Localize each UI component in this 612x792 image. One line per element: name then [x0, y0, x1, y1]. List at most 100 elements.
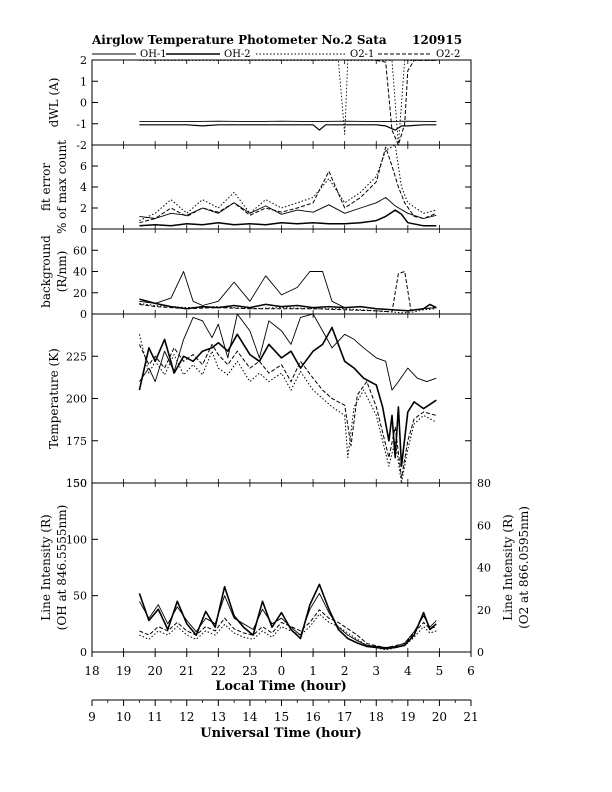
- y2-tick-label: 20: [477, 604, 491, 617]
- y-tick-label: 0: [80, 646, 87, 659]
- y-tick-label: 0: [80, 308, 87, 321]
- series-line-o2-2: [138, 343, 437, 479]
- ut-tick-label: 13: [211, 710, 226, 724]
- ut-tick-label: 18: [369, 710, 384, 724]
- y-tick-label: 150: [66, 477, 87, 490]
- legend-label-oh-2: OH-2: [224, 49, 251, 60]
- panel-frame: [91, 482, 472, 653]
- series-line-oh-2: [139, 197, 437, 219]
- panel-3: 0 20 40 60 background (R/nm): [39, 228, 472, 321]
- ut-tick-label: 17: [337, 710, 352, 724]
- series-line-oh-1: [139, 124, 437, 131]
- local-time-tick-label: 23: [242, 664, 257, 678]
- local-time-tick-label: 2: [341, 664, 349, 678]
- ut-tick-label: 9: [88, 710, 96, 724]
- y-axis-label: background: [39, 235, 53, 308]
- ut-tick-label: 14: [242, 710, 258, 724]
- y2-tick-label: 60: [477, 519, 491, 532]
- y-tick-label: 1: [80, 75, 87, 88]
- y2-tick-label: 0: [477, 646, 484, 659]
- panel-2: 0 2 4 6 fit error% of max count: [39, 140, 472, 236]
- legend: OH-1 OH-2 O2-1 O2-2: [92, 49, 460, 60]
- local-time-tick-label: 5: [436, 664, 444, 678]
- y-tick-label: 200: [66, 393, 87, 406]
- ut-tick-label: 20: [432, 710, 447, 724]
- series-line-oh-2: [139, 271, 437, 312]
- y-tick-label: 40: [73, 266, 87, 279]
- y-tick-label: 0: [80, 223, 87, 236]
- figure-title: Airglow Temperature Photometer No.2 Sata: [91, 33, 387, 47]
- local-time-tick-label: 19: [116, 664, 131, 678]
- local-time-tick-label: 18: [84, 664, 99, 678]
- ut-tick-label: 12: [179, 710, 194, 724]
- y-tick-label: -2: [76, 139, 87, 152]
- panel-frame: [91, 59, 472, 146]
- local-time-tick-label: 1: [309, 664, 317, 678]
- y-axis-label-secondary: % of max count: [55, 140, 69, 234]
- y-tick-label: 100: [66, 533, 87, 546]
- ut-tick-label: 16: [305, 710, 320, 724]
- series-line-o2-2: [139, 271, 437, 313]
- local-time-tick-label: 4: [404, 664, 412, 678]
- y-axis-label-secondary: (OH at 846.5555nm): [55, 505, 69, 631]
- local-time-tick-label: 20: [148, 664, 163, 678]
- series-line-o2-2: [139, 609, 437, 649]
- y-axis-label: Temperature (K): [47, 348, 61, 449]
- panel-4: 150 175 200 225 Temperature (K): [47, 313, 472, 490]
- panel-1: -2 -1 0 1 2 dWL (A): [47, 54, 472, 152]
- ut-tick-label: 19: [400, 710, 415, 724]
- series-line-o2-1: [139, 60, 437, 145]
- y2-tick-label: 80: [477, 477, 491, 490]
- panels: -2 -1 0 1 2 dWL (A) 0 2 4 6 fit error% of max coun…: [39, 54, 531, 659]
- y-tick-label: 225: [66, 350, 87, 363]
- series-line-oh-1: [138, 326, 437, 467]
- y-tick-label: 175: [66, 435, 87, 448]
- y-axis-label: dWL (A): [47, 78, 61, 128]
- series-line-oh-2: [139, 314, 437, 391]
- local-time-tick-label: 3: [372, 664, 380, 678]
- series-line-oh-2: [139, 592, 437, 648]
- y-tick-label: -1: [76, 118, 87, 131]
- legend-label-o2-2: O2-2: [436, 49, 460, 60]
- local-time-tick-label: 0: [278, 664, 286, 678]
- legend-label-oh-1: OH-1: [140, 49, 167, 60]
- y-tick-label: 2: [80, 54, 87, 67]
- y-tick-label: 50: [73, 590, 87, 603]
- y-axis-label-secondary: (R/nm): [55, 251, 69, 293]
- y2-axis-label: Line Intensity (R): [501, 514, 515, 620]
- local-time-tick-label: 6: [467, 664, 475, 678]
- y-tick-label: 20: [73, 287, 87, 300]
- series-line-o2-2: [376, 60, 437, 145]
- series-line-o2-2: [139, 146, 437, 224]
- y-tick-label: 0: [80, 97, 87, 110]
- legend-label-o2-1: O2-1: [350, 49, 374, 60]
- y2-axis-label-secondary: (O2 at 866.0595nm): [517, 506, 531, 629]
- local-time-tick-label: 21: [179, 664, 194, 678]
- y-tick-label: 6: [80, 160, 87, 173]
- y-tick-label: 150: [66, 477, 87, 490]
- local-time-tick-label: 22: [211, 664, 226, 678]
- ut-tick-label: 10: [116, 710, 131, 724]
- ut-tick-label: 11: [148, 710, 163, 724]
- y-tick-label: 2: [80, 202, 87, 215]
- y2-tick-label: 40: [477, 562, 491, 575]
- series-line-oh-1: [139, 209, 437, 227]
- time-axes: 18 19 20 21 22 23 0 1 2 3 4 5 69 10 11 12 13 14 15 16 17 18 19…: [84, 652, 479, 724]
- series-line-o2-1: [139, 613, 437, 651]
- figure-date-code: 120915: [412, 33, 462, 47]
- y-tick-label: 60: [73, 244, 87, 257]
- panel-frame: [91, 313, 472, 484]
- y-axis-label: Line Intensity (R): [39, 514, 53, 620]
- series-line-o2-1: [138, 334, 437, 483]
- local-time-axis-label: Local Time (hour): [215, 679, 347, 694]
- y-axis-label: fit error: [39, 163, 53, 211]
- series-line-oh-1: [139, 298, 437, 312]
- ut-tick-label: 15: [274, 710, 289, 724]
- y-tick-label: 4: [80, 181, 87, 194]
- series-line-o2-1: [139, 145, 437, 222]
- series-line-oh-1: [138, 583, 437, 650]
- universal-time-axis-label: Universal Time (hour): [200, 726, 362, 741]
- ut-tick-label: 21: [463, 710, 478, 724]
